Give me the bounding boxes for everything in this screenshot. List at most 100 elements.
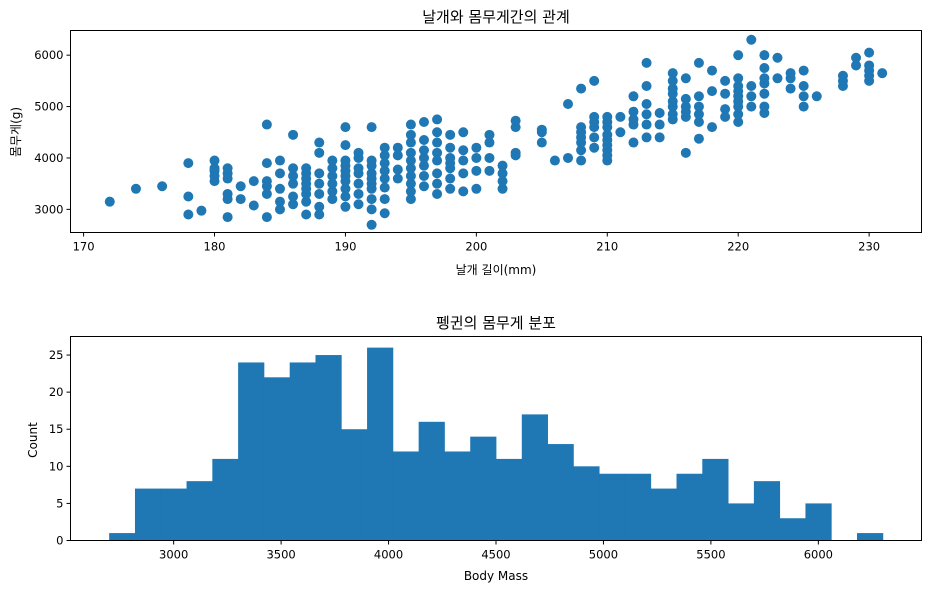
scatter-point	[314, 147, 325, 158]
x-tick-label: 6000	[804, 548, 833, 562]
x-tick-label: 210	[596, 240, 618, 254]
scatter-point	[405, 155, 416, 166]
scatter-point	[353, 188, 364, 199]
scatter-point	[733, 109, 744, 120]
scatter-point	[340, 191, 351, 202]
scatter-point	[340, 140, 351, 151]
scatter-point	[628, 137, 639, 148]
scatter-point	[301, 196, 312, 207]
histogram-bar	[418, 421, 445, 541]
scatter-point	[641, 99, 652, 109]
scatter-point	[641, 119, 652, 130]
scatter-point	[497, 176, 508, 187]
scatter-point	[667, 68, 678, 79]
x-tick-label: 4000	[374, 548, 403, 562]
scatter-point	[798, 81, 809, 92]
scatter-point	[680, 101, 691, 112]
scatter-point	[576, 155, 587, 166]
scatter-point	[340, 201, 351, 212]
scatter-point	[288, 199, 299, 210]
y-tick-label: 3000	[34, 202, 63, 216]
scatter-point	[641, 57, 652, 68]
scatter-point	[772, 73, 783, 84]
y-tick-label: 25	[49, 348, 64, 362]
scatter-point	[418, 181, 429, 192]
scatter-point	[471, 183, 482, 194]
scatter-point	[445, 152, 456, 163]
scatter-point	[707, 122, 718, 133]
histogram-bar	[573, 466, 600, 541]
scatter-point	[392, 173, 403, 184]
scatter-point	[746, 91, 757, 102]
y-tick-label: 15	[49, 422, 64, 436]
scatter-point	[864, 60, 875, 71]
scatter-point	[471, 152, 482, 163]
x-tick-label: 3500	[266, 548, 295, 562]
scatter-point	[405, 186, 416, 197]
scatter-point	[405, 147, 416, 158]
histogram-bar	[599, 473, 626, 541]
scatter-point	[366, 204, 377, 215]
scatter-point	[759, 101, 770, 112]
scatter-point	[274, 155, 285, 166]
scatter-point	[576, 83, 587, 94]
scatter-point	[615, 111, 626, 122]
scatter-point	[628, 91, 639, 102]
scatter-point	[288, 163, 299, 174]
scatter-point	[288, 191, 299, 202]
scatter-point	[274, 204, 285, 215]
scatter-point	[366, 194, 377, 205]
scatter-point	[327, 178, 338, 189]
scatter-point	[353, 178, 364, 189]
scatter-point	[864, 47, 875, 58]
scatter-point	[667, 83, 678, 94]
histogram-bar	[392, 451, 420, 541]
scatter-point	[405, 129, 416, 140]
scatter-point	[602, 129, 613, 140]
scatter-point	[327, 170, 338, 181]
scatter-point	[314, 137, 325, 148]
scatter-point	[432, 114, 443, 125]
scatter-point	[392, 142, 403, 153]
histogram-bar	[315, 355, 342, 541]
scatter-point	[314, 209, 325, 220]
scatter-point	[576, 122, 587, 133]
scatter-point	[327, 163, 338, 174]
scatter-point	[680, 147, 691, 158]
histogram-bars	[109, 347, 884, 541]
y-tick-label: 5	[56, 496, 63, 510]
scatter-point	[693, 91, 704, 102]
scatter-point	[379, 208, 390, 219]
scatter-point	[497, 160, 508, 171]
scatter-point	[418, 160, 429, 171]
scatter-point	[497, 183, 508, 194]
scatter-point	[379, 150, 390, 161]
histogram-title: 펭귄의 몸무게 분포	[436, 314, 556, 332]
scatter-point	[720, 104, 731, 115]
y-tick-label: 10	[49, 459, 64, 473]
scatter-point	[261, 176, 272, 187]
x-tick-label: 5500	[696, 548, 725, 562]
y-tick-label: 4000	[34, 151, 63, 165]
scatter-point	[274, 196, 285, 207]
scatter-point	[471, 142, 482, 153]
histogram-bar	[289, 362, 316, 541]
scatter-point	[248, 200, 259, 211]
scatter-point	[746, 81, 757, 92]
scatter-point	[484, 129, 495, 140]
scatter-point	[589, 142, 600, 153]
scatter-point	[432, 155, 443, 166]
scatter-point	[484, 137, 495, 148]
scatter-point	[418, 170, 429, 181]
scatter-point	[785, 83, 796, 94]
scatter-point	[314, 178, 325, 189]
scatter-point	[667, 109, 678, 120]
scatter-point	[405, 194, 416, 205]
scatter-point	[759, 73, 770, 84]
scatter-point	[589, 111, 600, 122]
scatter-point	[405, 137, 416, 148]
x-tick-label: 4500	[481, 548, 510, 562]
scatter-point	[693, 109, 704, 120]
scatter-point	[301, 209, 312, 220]
scatter-point	[563, 152, 574, 163]
